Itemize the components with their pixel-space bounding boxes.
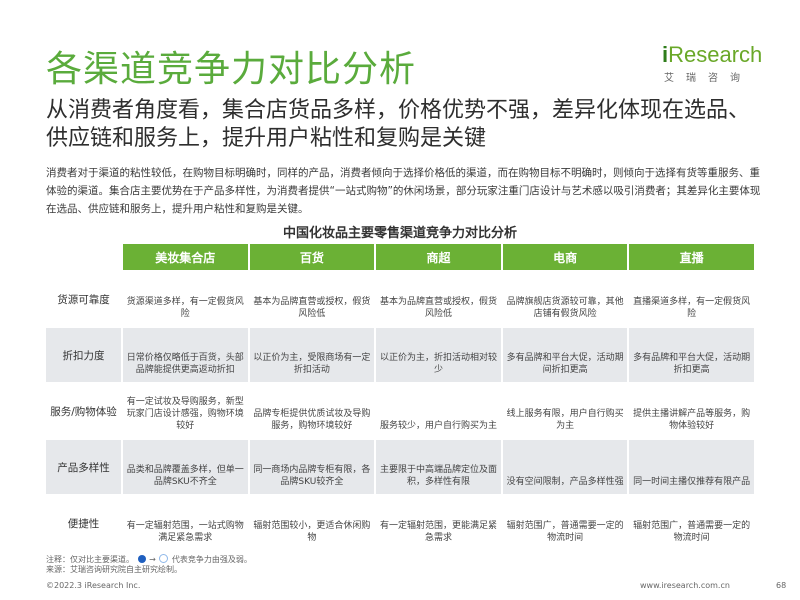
page-title: 各渠道竞争力对比分析 — [46, 49, 417, 90]
table-cell: 以正价为主，受限商场有一定折扣活动 — [249, 328, 375, 382]
column-header: 电商 — [502, 244, 628, 270]
logo-suffix: Research — [668, 42, 763, 67]
table-cell: 线上服务有限，用户自行购买为主 — [503, 384, 628, 438]
note-text-b: 代表竞争力由强及弱。 — [171, 555, 252, 564]
cell-text: 品类和品牌覆盖多样，但单一品牌SKU不齐全 — [126, 465, 244, 487]
iresearch-logo: iResearch 艾瑞咨询 — [662, 44, 762, 85]
table-cell: 多有品牌和平台大促，活动期间折扣更高 — [502, 328, 628, 382]
cell-text: 品牌旗舰店货源较可靠，其他店铺有假货风险 — [506, 297, 624, 319]
cell-text: 直播渠道多样，有一定假货风险 — [633, 297, 751, 319]
table-cell: 品牌专柜提供优质试妆及导购服务，购物环境较好 — [250, 384, 375, 438]
table-cell: 辐射范围较小，更适合休闲购物 — [250, 496, 375, 550]
website-url: www.iresearch.com.cn — [640, 581, 730, 590]
arrow-icon: → — [149, 555, 156, 564]
table-cell: 品牌旗舰店货源较可靠，其他店铺有假货风险 — [503, 272, 628, 326]
column-header: 直播 — [629, 244, 754, 270]
table-cell: 多有品牌和平台大促，活动期折扣更高 — [629, 328, 754, 382]
cell-text: 没有空间限制，产品多样性强 — [506, 477, 624, 487]
table-note: 注释：仅对比主要渠道。 → 代表竞争力由强及弱。 来源：艾瑞咨询研究院自主研究绘… — [46, 554, 252, 575]
cell-text: 辐射范围广，普通需要一定的物流时间 — [633, 521, 751, 543]
cell-text: 有一定辐射范围，一站式购物满足紧急需求 — [126, 521, 244, 543]
logo-wordmark: iResearch — [662, 44, 762, 66]
table-cell: 直播渠道多样，有一定假货风险 — [629, 272, 754, 326]
table-cell: 同一商场内品牌专柜有限，各品牌SKU较齐全 — [249, 440, 375, 494]
cell-text: 基本为品牌直营或授权，假货风险低 — [253, 297, 371, 319]
strong-circle-icon — [137, 555, 146, 563]
table-cell: 有一定辐射范围，更能满足紧急需求 — [376, 496, 501, 550]
cell-text: 服务较少，用户自行购买为主 — [379, 421, 497, 431]
cell-text: 以正价为主，受限商场有一定折扣活动 — [253, 353, 371, 375]
table-corner — [46, 244, 121, 270]
row-header: 便捷性 — [67, 517, 100, 530]
row-header: 货源可靠度 — [57, 293, 110, 306]
note-line-2: 来源：艾瑞咨询研究院自主研究绘制。 — [46, 565, 182, 574]
table-cell: 辐射范围广，普通需要一定的物流时间 — [503, 496, 628, 550]
column-header: 美妆集合店 — [123, 244, 248, 270]
note-line-1: 注释：仅对比主要渠道。 → 代表竞争力由强及弱。 — [46, 554, 252, 565]
cell-text: 多有品牌和平台大促，活动期折扣更高 — [633, 353, 751, 375]
cell-text: 有一定辐射范围，更能满足紧急需求 — [379, 521, 497, 543]
page-number: 68 — [776, 581, 787, 590]
table-cell: 以正价为主，折扣活动相对较少 — [376, 328, 501, 382]
table-cell: 货源渠道多样，有一定假货风险 — [123, 272, 248, 326]
table-title: 中国化妆品主要零售渠道竞争力对比分析 — [282, 226, 517, 241]
row-header: 折扣力度 — [46, 328, 121, 382]
logo-prefix: i — [662, 42, 669, 67]
table-cell: 同一时间主播仅推荐有限产品 — [629, 440, 754, 494]
cell-text: 基本为品牌直营或授权，假货风险低 — [379, 297, 497, 319]
cell-text: 提供主播讲解产品等服务，购物体验较好 — [633, 409, 751, 431]
cell-text: 同一商场内品牌专柜有限，各品牌SKU较齐全 — [253, 465, 371, 487]
row-header: 服务/购物体验 — [50, 405, 117, 418]
cell-text: 同一时间主播仅推荐有限产品 — [633, 477, 751, 487]
cell-text: 品牌专柜提供优质试妆及导购服务，购物环境较好 — [253, 409, 371, 431]
table-cell: 提供主播讲解产品等服务，购物体验较好 — [629, 384, 754, 438]
table-cell: 品类和品牌覆盖多样，但单一品牌SKU不齐全 — [123, 440, 248, 494]
table-cell: 服务较少，用户自行购买为主 — [376, 384, 501, 438]
table-cell: 日常价格仅略低于百货，头部品牌能提供更高返动折扣 — [123, 328, 248, 382]
table-cell: 基本为品牌直营或授权，假货风险低 — [250, 272, 375, 326]
table-cell: 辐射范围广，普通需要一定的物流时间 — [629, 496, 754, 550]
cell-text: 辐射范围较小，更适合休闲购物 — [253, 521, 371, 543]
cell-text: 辐射范围广，普通需要一定的物流时间 — [506, 521, 624, 543]
cell-text: 主要限于中高端品牌定位及面积，多样性有限 — [379, 465, 497, 487]
table-cell: 有一定试妆及导购服务，新型玩家门店设计感强，购物环境较好 — [123, 384, 248, 438]
intro-paragraph: 消费者对于渠道的粘性较低，在购物目标明确时，同样的产品，消费者倾向于选择价格低的… — [46, 167, 761, 215]
column-header: 百货 — [249, 244, 375, 270]
column-header: 商超 — [376, 244, 501, 270]
cell-text: 多有品牌和平台大促，活动期间折扣更高 — [506, 353, 624, 375]
weak-circle-icon — [159, 554, 169, 563]
table-cell: 基本为品牌直营或授权，假货风险低 — [376, 272, 501, 326]
table-cell: 有一定辐射范围，一站式购物满足紧急需求 — [123, 496, 248, 550]
table-cell: 主要限于中高端品牌定位及面积，多样性有限 — [376, 440, 501, 494]
copyright: ©2022.3 iResearch Inc. — [46, 581, 141, 590]
note-text-a: 注释：仅对比主要渠道。 — [46, 555, 134, 564]
table-cell: 没有空间限制，产品多样性强 — [502, 440, 628, 494]
cell-text: 有一定试妆及导购服务，新型玩家门店设计感强，购物环境较好 — [126, 397, 244, 431]
comparison-table: 美妆集合店 百货 商超 电商 直播 货源可靠度 货源渠道多样，有一定假货风险 基… — [46, 244, 754, 550]
cell-text: 货源渠道多样，有一定假货风险 — [126, 297, 244, 319]
headline: 从消费者角度看，集合店货品多样，价格优势不强，差异化体现在选品、供应链和服务上，… — [46, 98, 751, 151]
logo-subtitle: 艾瑞咨询 — [664, 73, 752, 84]
cell-text: 以正价为主，折扣活动相对较少 — [379, 353, 497, 375]
cell-text: 日常价格仅略低于百货，头部品牌能提供更高返动折扣 — [126, 353, 244, 375]
cell-text: 线上服务有限，用户自行购买为主 — [506, 409, 624, 431]
row-header: 产品多样性 — [46, 440, 121, 494]
